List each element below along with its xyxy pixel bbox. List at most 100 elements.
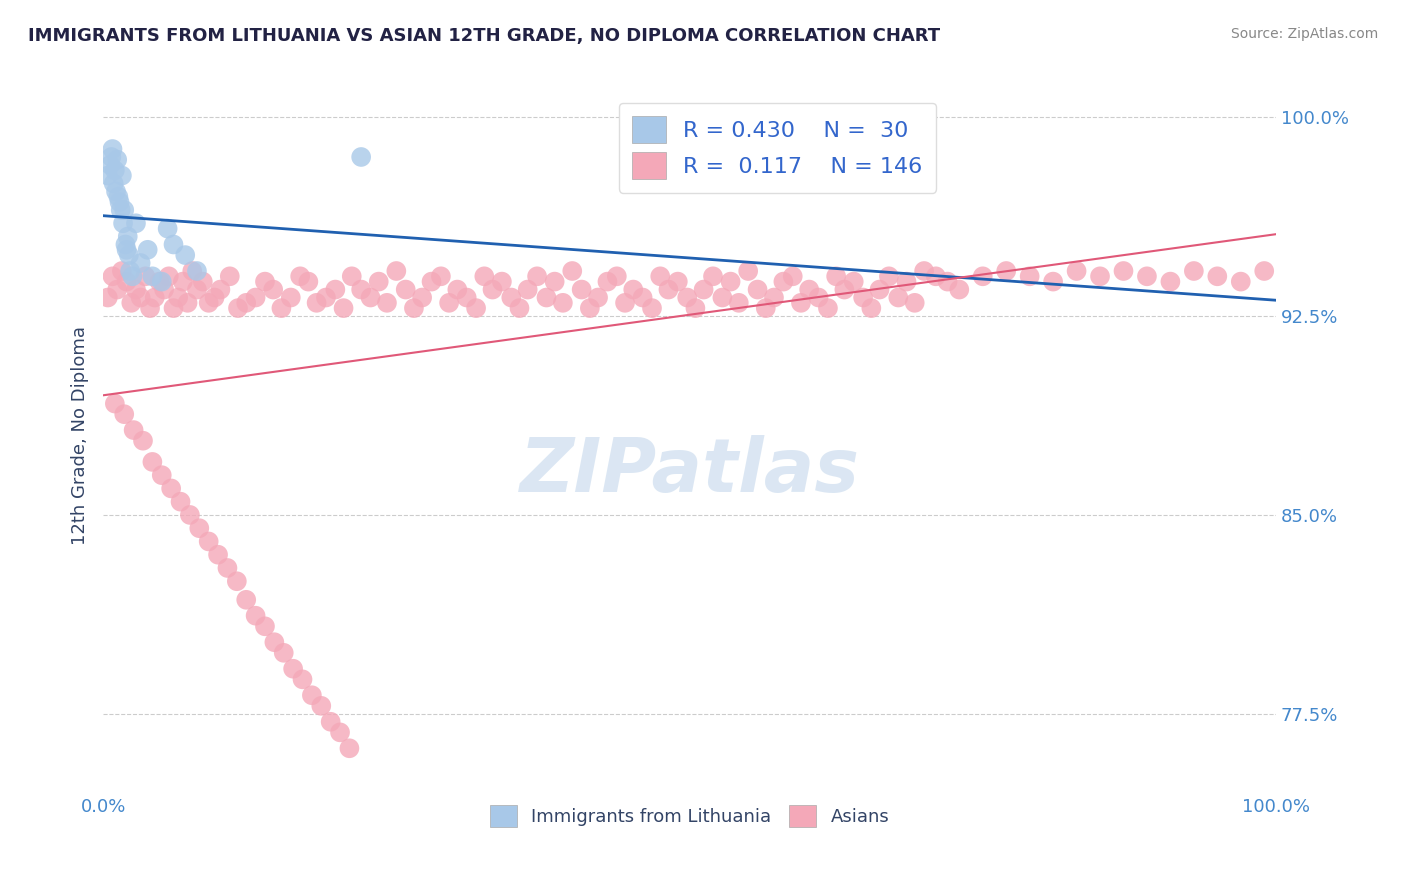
Point	[501, 291, 523, 305]
Point	[657, 283, 679, 297]
Point	[340, 269, 363, 284]
Point	[305, 295, 328, 310]
Point	[97, 291, 120, 305]
Point	[551, 295, 574, 310]
Point	[263, 635, 285, 649]
Point	[319, 714, 342, 729]
Point	[446, 283, 468, 297]
Point	[105, 283, 128, 297]
Point	[188, 521, 211, 535]
Point	[385, 264, 408, 278]
Point	[157, 269, 180, 284]
Point	[1018, 269, 1040, 284]
Point	[402, 301, 425, 315]
Point	[174, 248, 197, 262]
Point	[332, 301, 354, 315]
Point	[1182, 264, 1205, 278]
Point	[614, 295, 637, 310]
Point	[103, 177, 125, 191]
Point	[162, 237, 184, 252]
Point	[169, 494, 191, 508]
Point	[727, 295, 749, 310]
Point	[516, 283, 538, 297]
Point	[807, 291, 830, 305]
Point	[291, 673, 314, 687]
Point	[225, 574, 247, 589]
Point	[666, 275, 689, 289]
Point	[536, 291, 558, 305]
Point	[132, 434, 155, 448]
Point	[235, 592, 257, 607]
Point	[747, 283, 769, 297]
Point	[1253, 264, 1275, 278]
Point	[887, 291, 910, 305]
Text: ZIPatlas: ZIPatlas	[520, 434, 859, 508]
Point	[972, 269, 994, 284]
Point	[596, 275, 619, 289]
Point	[197, 534, 219, 549]
Point	[253, 275, 276, 289]
Point	[375, 295, 398, 310]
Point	[1112, 264, 1135, 278]
Point	[217, 561, 239, 575]
Point	[129, 256, 152, 270]
Point	[112, 407, 135, 421]
Point	[162, 301, 184, 315]
Point	[420, 275, 443, 289]
Point	[641, 301, 664, 315]
Point	[720, 275, 742, 289]
Point	[120, 264, 142, 278]
Point	[101, 142, 124, 156]
Point	[139, 301, 162, 315]
Point	[281, 662, 304, 676]
Point	[456, 291, 478, 305]
Point	[141, 269, 163, 284]
Point	[209, 283, 232, 297]
Point	[621, 283, 644, 297]
Point	[136, 243, 159, 257]
Point	[153, 283, 176, 297]
Point	[472, 269, 495, 284]
Point	[817, 301, 839, 315]
Point	[571, 283, 593, 297]
Point	[360, 291, 382, 305]
Point	[121, 269, 143, 284]
Point	[125, 283, 148, 297]
Point	[1229, 275, 1251, 289]
Point	[181, 264, 204, 278]
Point	[112, 216, 135, 230]
Point	[125, 216, 148, 230]
Point	[395, 283, 418, 297]
Point	[948, 283, 970, 297]
Point	[297, 275, 319, 289]
Point	[579, 301, 602, 315]
Point	[692, 283, 714, 297]
Point	[235, 295, 257, 310]
Point	[544, 275, 567, 289]
Point	[115, 243, 138, 257]
Point	[134, 269, 156, 284]
Point	[315, 291, 337, 305]
Point	[179, 508, 201, 522]
Point	[107, 190, 129, 204]
Point	[226, 301, 249, 315]
Point	[270, 301, 292, 315]
Point	[430, 269, 453, 284]
Point	[995, 264, 1018, 278]
Point	[437, 295, 460, 310]
Point	[877, 269, 900, 284]
Point	[825, 269, 848, 284]
Point	[1088, 269, 1111, 284]
Point	[350, 283, 373, 297]
Point	[105, 153, 128, 167]
Point	[141, 455, 163, 469]
Point	[176, 295, 198, 310]
Point	[97, 169, 120, 183]
Point	[711, 291, 734, 305]
Point	[1136, 269, 1159, 284]
Point	[852, 291, 875, 305]
Point	[280, 291, 302, 305]
Point	[465, 301, 488, 315]
Point	[411, 291, 433, 305]
Point	[936, 275, 959, 289]
